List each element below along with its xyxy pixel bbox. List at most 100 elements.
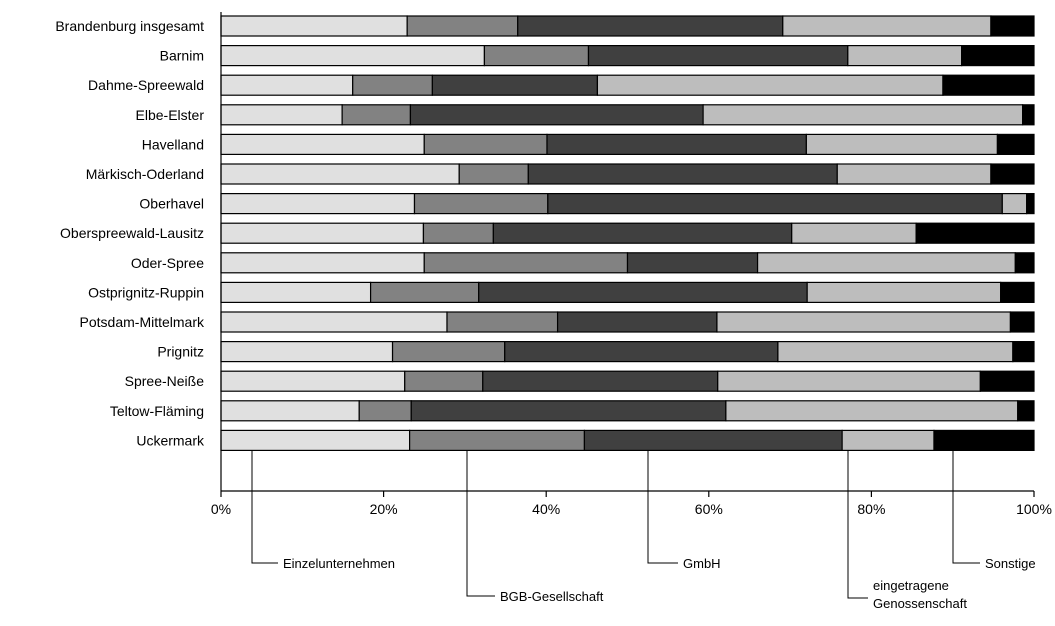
bar-segment-4-row-14 <box>725 400 1019 422</box>
bar-segment-4-row-1 <box>782 15 992 37</box>
bar-segment-4-row-7 <box>1001 193 1028 215</box>
legend-leader-2 <box>466 450 495 597</box>
bar-segment-3-row-14 <box>410 400 727 422</box>
bar-segment-5-row-10 <box>1000 281 1035 303</box>
category-label: Oberhavel <box>139 196 204 212</box>
x-tick-label: 100% <box>1016 501 1052 517</box>
bar-segment-3-row-10 <box>478 281 808 303</box>
bar-segment-1-row-8 <box>220 222 425 244</box>
bar-segment-5-row-1 <box>990 15 1035 37</box>
bar-segment-4-row-3 <box>596 74 944 96</box>
bar-segment-4-row-13 <box>717 370 981 392</box>
bar-segment-5-row-15 <box>933 429 1035 451</box>
legend-leader-5 <box>952 450 980 564</box>
bar-segment-1-row-12 <box>220 341 394 363</box>
bar-segment-5-row-7 <box>1026 193 1035 215</box>
x-tick-label: 40% <box>532 501 560 517</box>
category-label: Prignitz <box>157 344 204 360</box>
bar-segment-2-row-5 <box>423 133 548 155</box>
bar-segment-1-row-11 <box>220 311 448 333</box>
bars-group <box>220 15 1035 451</box>
bar-segment-2-row-11 <box>446 311 559 333</box>
bar-segment-2-row-2 <box>483 44 590 67</box>
bar-segment-2-row-1 <box>406 15 519 37</box>
bar-segment-5-row-5 <box>996 133 1035 155</box>
bar-segment-1-row-6 <box>220 163 460 185</box>
bar-segment-2-row-6 <box>458 163 529 185</box>
bar-segment-5-row-14 <box>1017 400 1035 422</box>
bar-segment-3-row-15 <box>583 429 843 451</box>
legend-label: eingetragene Genossenschaft <box>873 578 967 611</box>
bar-segment-1-row-9 <box>220 252 425 274</box>
category-label: Ostprignitz-Ruppin <box>88 284 204 300</box>
category-label: Uckermark <box>136 432 205 448</box>
x-tick-label: 60% <box>695 501 723 517</box>
bar-segment-2-row-14 <box>358 400 412 422</box>
bar-segment-3-row-1 <box>517 15 784 37</box>
bar-segment-3-row-11 <box>556 311 718 333</box>
category-label: Spree-Neiße <box>125 373 205 389</box>
category-label: Potsdam-Mittelmark <box>80 314 205 330</box>
bar-segment-1-row-4 <box>220 104 343 126</box>
category-labels: Brandenburg insgesamt Barnim Dahme-Spreewa… <box>55 18 205 448</box>
bar-segment-1-row-2 <box>220 44 486 67</box>
legend-leader-3 <box>647 450 678 564</box>
legend-label: GmbH <box>683 556 721 571</box>
bar-segment-4-row-8 <box>791 222 917 244</box>
bar-segment-4-row-2 <box>847 44 963 67</box>
bar-segment-3-row-6 <box>527 163 838 185</box>
bar-segment-5-row-8 <box>915 222 1035 244</box>
bar-segment-4-row-9 <box>756 252 1016 274</box>
bar-segment-4-row-4 <box>702 104 1024 126</box>
bar-segment-4-row-12 <box>777 341 1014 363</box>
legend-leader-1 <box>251 450 278 564</box>
category-label: Märkisch-Oderland <box>86 166 204 182</box>
bar-segment-5-row-9 <box>1014 252 1035 274</box>
bar-segment-2-row-8 <box>422 222 494 244</box>
bar-segment-5-row-12 <box>1012 341 1035 363</box>
category-label: Oberspreewald-Lausitz <box>60 225 204 241</box>
bar-segment-5-row-13 <box>979 370 1035 392</box>
bar-segment-1-row-5 <box>220 133 425 155</box>
bar-segment-4-row-5 <box>805 133 999 155</box>
bar-segment-1-row-13 <box>220 370 406 392</box>
x-tick-label: 20% <box>370 501 398 517</box>
bar-segment-2-row-12 <box>391 341 506 363</box>
bar-segment-2-row-4 <box>341 104 412 126</box>
bar-segment-2-row-3 <box>352 74 433 96</box>
bar-segment-1-row-7 <box>220 193 416 215</box>
legend: Einzelunternehmen BGB-Gesellschaft GmbH ein… <box>251 450 1036 611</box>
bar-segment-3-row-2 <box>587 44 849 67</box>
category-label: Elbe-Elster <box>136 107 205 123</box>
category-label: Havelland <box>142 136 204 152</box>
bar-segment-3-row-7 <box>547 193 1003 215</box>
legend-label: BGB-Gesellschaft <box>500 589 604 604</box>
bar-segment-5-row-2 <box>961 44 1035 67</box>
x-axis: 0% 20% 40% 60% 80% 100% <box>211 12 1052 517</box>
bar-segment-3-row-4 <box>409 104 704 126</box>
bar-segment-2-row-15 <box>409 429 586 451</box>
bar-segment-1-row-15 <box>220 429 411 451</box>
bar-segment-3-row-8 <box>492 222 793 244</box>
legend-label: Einzelunternehmen <box>283 556 395 571</box>
bar-segment-1-row-10 <box>220 281 372 303</box>
bar-segment-1-row-3 <box>220 74 354 96</box>
bar-segment-1-row-14 <box>220 400 360 422</box>
bar-segment-4-row-11 <box>716 311 1012 333</box>
category-label: Dahme-Spreewald <box>88 77 204 93</box>
category-label: Teltow-Fläming <box>110 403 204 419</box>
bar-segment-5-row-4 <box>1022 104 1035 126</box>
bar-segment-1-row-1 <box>220 15 408 37</box>
bar-segment-5-row-3 <box>942 74 1035 96</box>
bar-segment-3-row-9 <box>626 252 759 274</box>
bar-segment-4-row-15 <box>841 429 935 451</box>
bar-segment-3-row-3 <box>431 74 599 96</box>
bar-segment-3-row-12 <box>504 341 779 363</box>
legend-label: Sonstige <box>985 556 1036 571</box>
x-tick-label: 80% <box>857 501 885 517</box>
legend-leader-4 <box>847 450 868 599</box>
bar-segment-5-row-11 <box>1009 311 1035 333</box>
bar-segment-2-row-10 <box>369 281 480 303</box>
bar-segment-2-row-9 <box>423 252 629 274</box>
